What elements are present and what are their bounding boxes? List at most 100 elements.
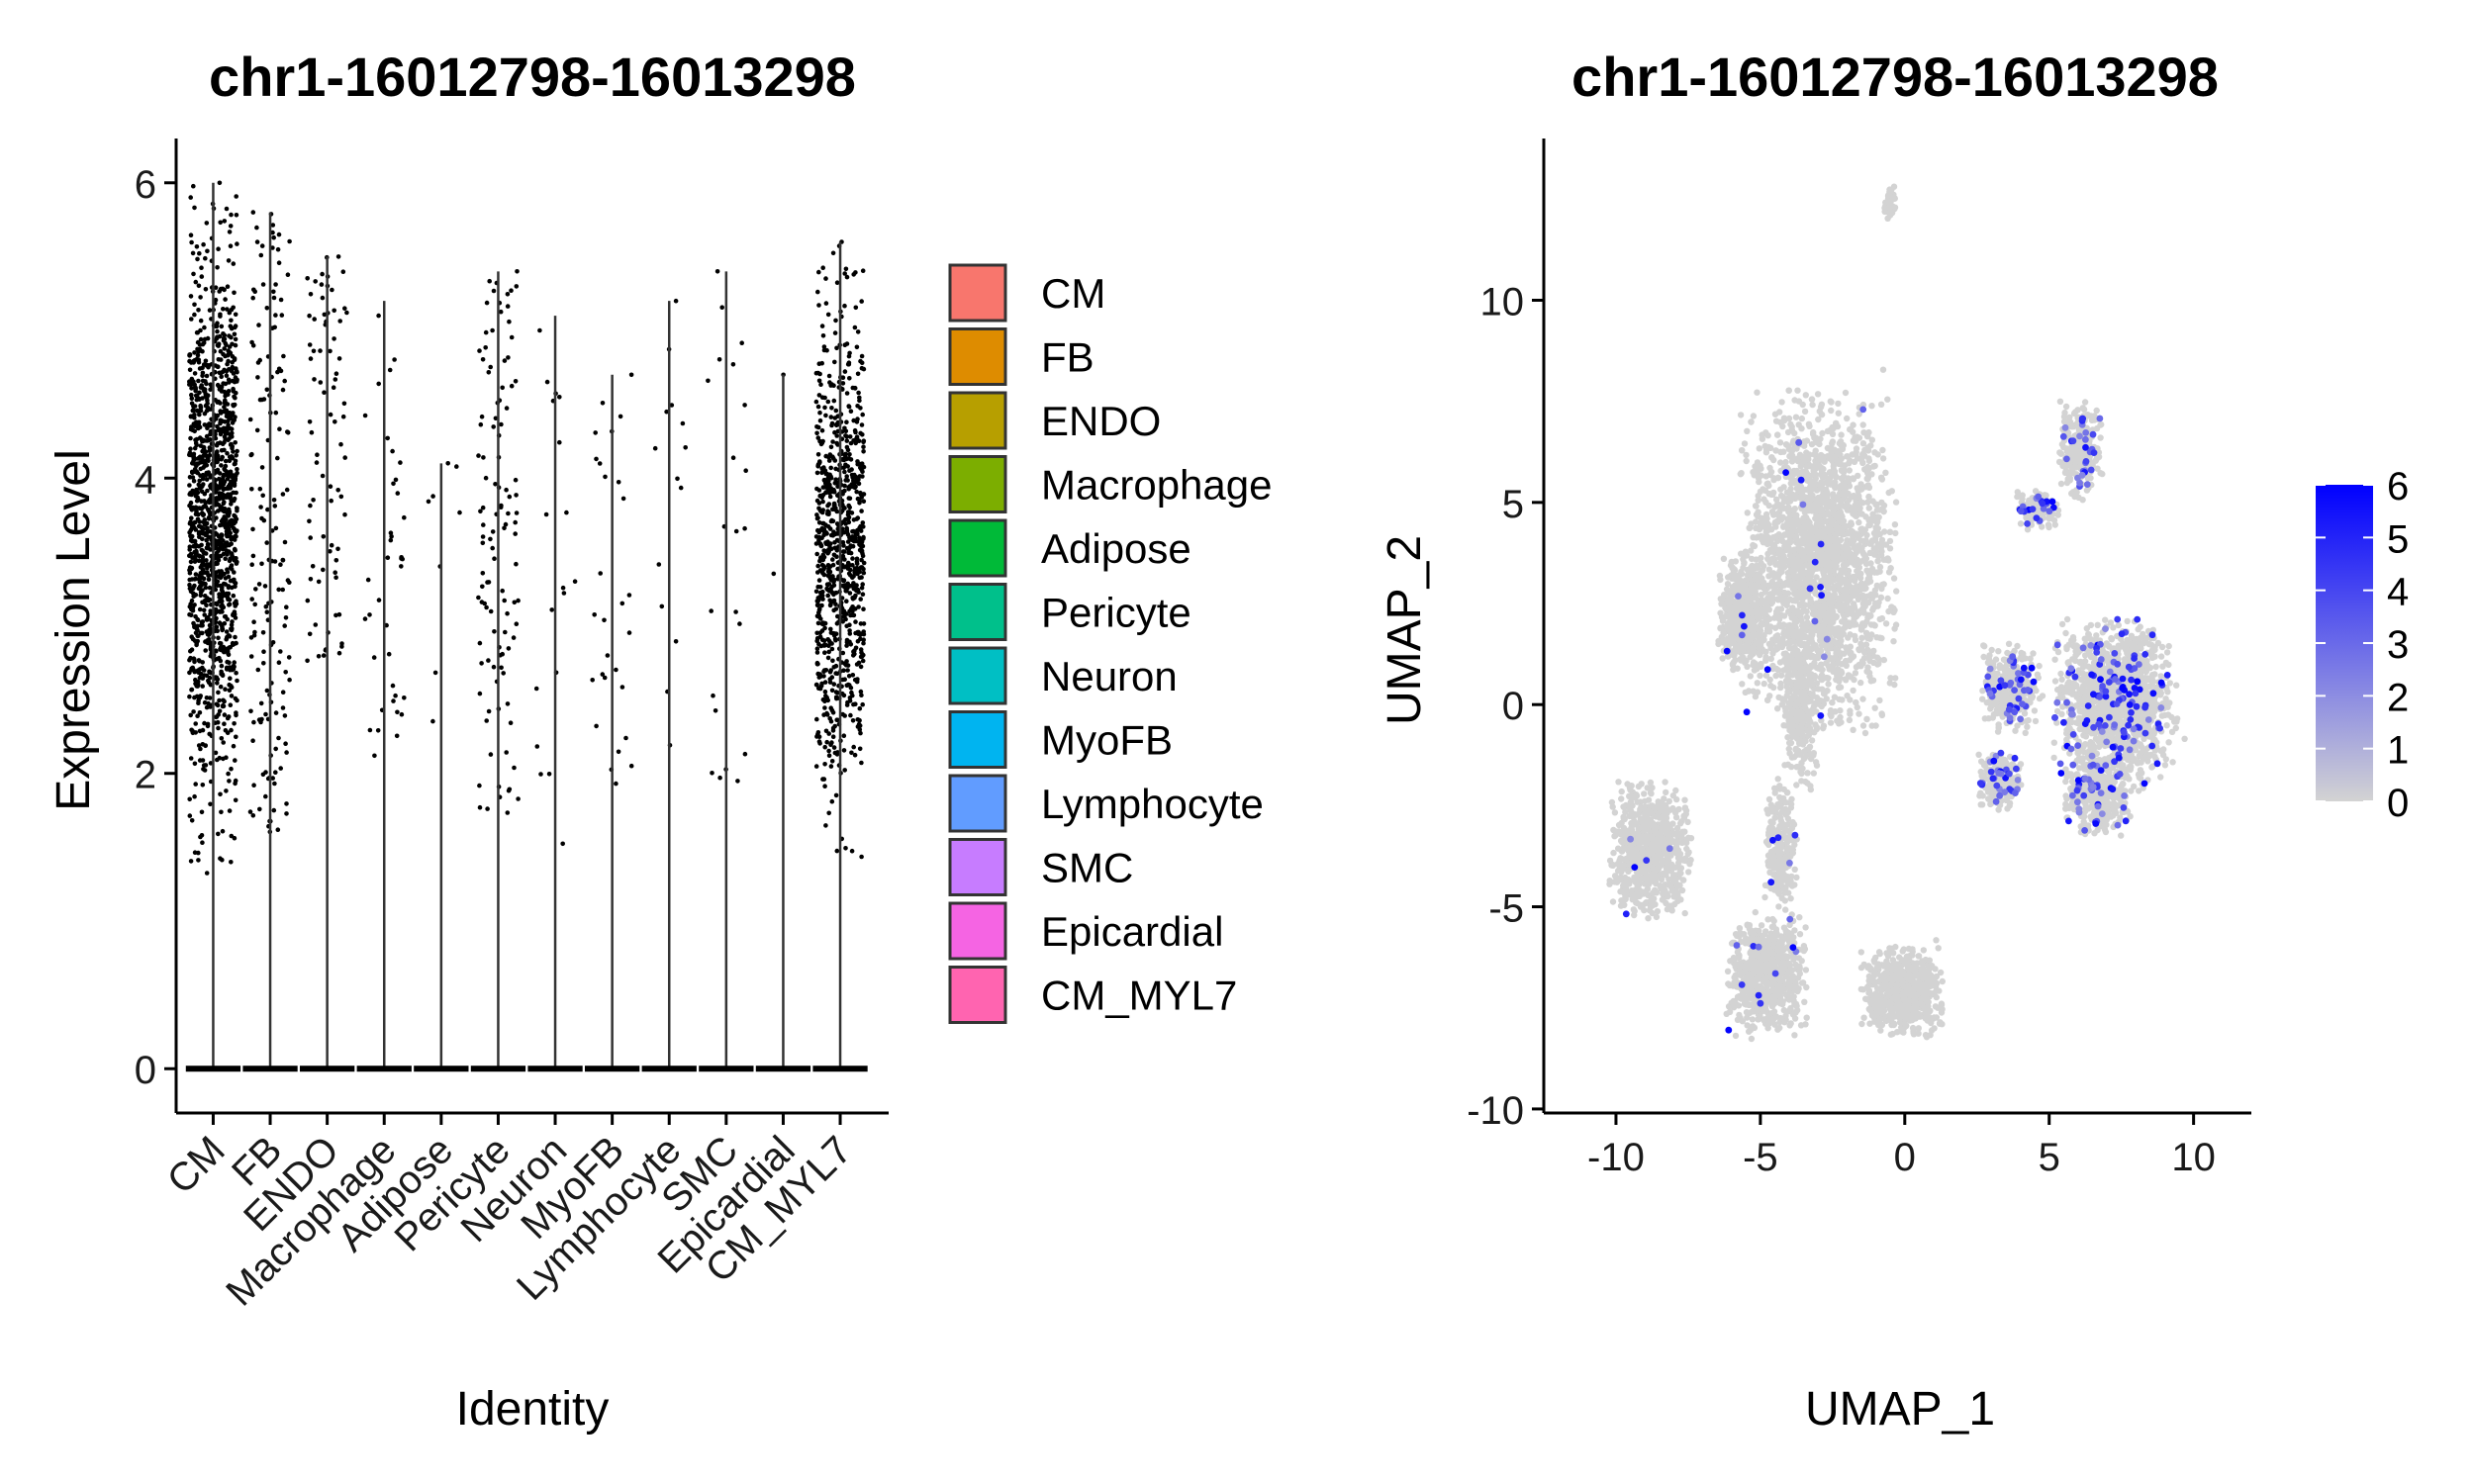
data-point (223, 592, 228, 597)
data-point (276, 735, 281, 741)
umap-point (1802, 392, 1810, 399)
data-point (206, 680, 212, 686)
umap-point (1806, 518, 1813, 526)
data-point (815, 404, 821, 410)
data-point (483, 345, 489, 350)
data-point (249, 487, 254, 492)
data-point (191, 451, 197, 457)
data-point (311, 348, 317, 354)
legend-label: MyoFB (1041, 717, 1173, 764)
data-point (217, 370, 223, 376)
data-point (830, 250, 836, 256)
data-point (857, 705, 863, 711)
data-point (247, 809, 253, 814)
data-point (224, 788, 229, 793)
data-point (820, 499, 825, 505)
data-point (276, 260, 282, 266)
data-point (856, 660, 862, 666)
data-point (215, 441, 221, 446)
umap-point (1767, 644, 1774, 652)
data-point (828, 465, 833, 471)
data-point (278, 766, 284, 771)
data-point (820, 493, 826, 498)
data-point (857, 398, 862, 404)
data-point (198, 295, 203, 300)
data-point (260, 772, 266, 778)
umap-point (1865, 457, 1873, 464)
data-point (362, 616, 368, 621)
data-point (197, 675, 203, 681)
data-point (502, 358, 508, 363)
violin-base-Neuron (527, 1066, 583, 1072)
data-point (860, 465, 865, 470)
data-point (207, 448, 212, 454)
data-point (833, 408, 839, 414)
data-point (233, 584, 238, 590)
data-point (399, 564, 404, 569)
data-point (252, 587, 258, 592)
data-point (214, 515, 219, 520)
data-point (816, 303, 821, 308)
data-point (199, 274, 205, 279)
data-point (218, 684, 224, 690)
data-point (845, 682, 851, 688)
data-point (816, 378, 822, 384)
violin-base-ENDO (299, 1066, 355, 1072)
data-point (844, 702, 850, 707)
data-point (825, 312, 831, 318)
data-point (199, 542, 204, 548)
data-point (206, 407, 211, 413)
data-point (231, 261, 237, 266)
data-point (230, 479, 235, 485)
data-point (538, 772, 543, 777)
data-point (222, 698, 227, 704)
data-point (226, 714, 232, 719)
data-point (219, 736, 225, 741)
data-point (512, 765, 517, 771)
data-point (197, 412, 202, 417)
data-point (859, 586, 865, 591)
data-point (199, 547, 205, 553)
data-point (507, 494, 513, 500)
data-point (285, 578, 291, 583)
data-point (859, 360, 865, 366)
umap-point (1770, 489, 1777, 497)
umap-point (1844, 415, 1851, 422)
data-point (819, 525, 825, 531)
data-point (849, 472, 855, 478)
data-point (628, 372, 634, 378)
data-point (859, 557, 864, 563)
data-point (218, 314, 223, 319)
data-point (851, 649, 856, 655)
data-point (223, 728, 229, 733)
umap-point (1859, 722, 1867, 729)
data-point (844, 433, 849, 439)
data-point (205, 488, 210, 494)
data-point (858, 664, 864, 670)
data-point (859, 299, 864, 304)
data-point (315, 452, 320, 458)
data-point (826, 810, 831, 816)
data-point (845, 668, 850, 673)
data-point (831, 745, 837, 750)
data-point (226, 492, 231, 498)
data-point (187, 796, 192, 802)
data-point (197, 710, 203, 715)
data-point (251, 783, 256, 788)
data-point (826, 543, 832, 548)
umap-point (1744, 427, 1751, 434)
data-point (486, 580, 492, 585)
data-point (204, 520, 210, 526)
data-point (394, 733, 400, 739)
data-point (847, 376, 852, 381)
data-point (214, 487, 220, 492)
data-point (283, 615, 289, 620)
umap-point (1878, 499, 1885, 507)
data-point (191, 183, 196, 189)
data-point (477, 783, 482, 788)
data-point (188, 519, 193, 524)
data-point (848, 712, 853, 718)
data-point (826, 753, 832, 758)
data-point (227, 230, 233, 234)
umap-point (1850, 421, 1856, 428)
